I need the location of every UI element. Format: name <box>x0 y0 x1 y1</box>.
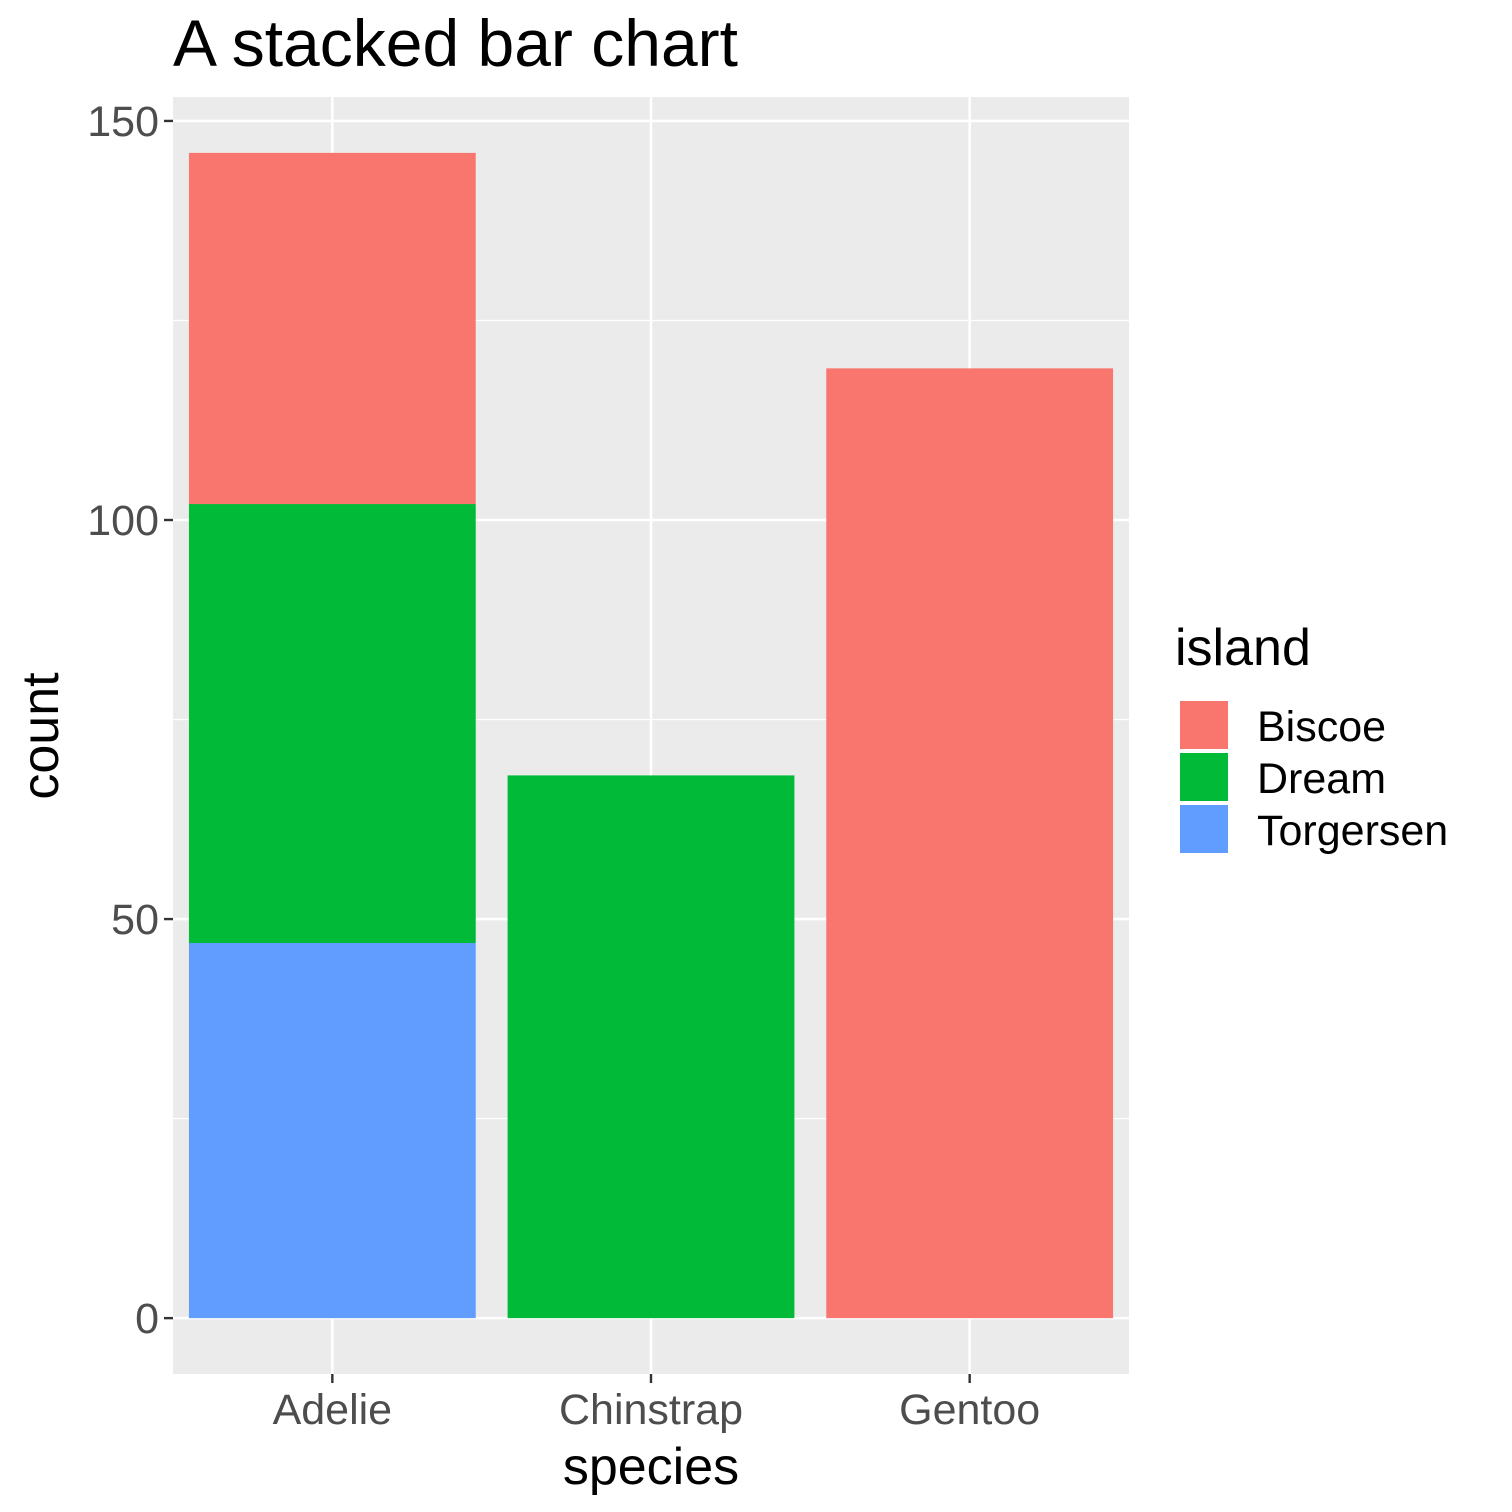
bar-adelie-dream <box>188 504 476 944</box>
bar-chinstrap-dream <box>507 775 795 1319</box>
legend-label-biscoe: Biscoe <box>1257 703 1386 751</box>
legend-label-torgersen: Torgersen <box>1257 807 1448 855</box>
y-tick-label: 150 <box>87 98 159 146</box>
chart-title: A stacked bar chart <box>173 6 738 80</box>
x-tick-label: Gentoo <box>899 1386 1040 1434</box>
legend-title: island <box>1175 619 1311 677</box>
bar-adelie-torgersen <box>188 943 476 1319</box>
bar-gentoo-biscoe <box>826 368 1114 1319</box>
y-tick-label: 50 <box>111 896 159 944</box>
y-tick-label: 0 <box>135 1295 159 1343</box>
legend-swatch-dream <box>1180 753 1228 801</box>
y-axis-title: count <box>12 672 70 800</box>
y-axis: 0 50 100 150 <box>87 98 173 1343</box>
bar-adelie-biscoe <box>188 152 476 505</box>
x-axis: Adelie Chinstrap Gentoo <box>273 1374 1040 1434</box>
y-tick-label: 100 <box>87 497 159 545</box>
x-tick-label: Adelie <box>273 1386 393 1434</box>
bars <box>188 152 1114 1319</box>
legend-swatch-biscoe <box>1180 701 1228 749</box>
x-axis-title: species <box>563 1438 739 1496</box>
legend-swatch-torgersen <box>1180 805 1228 853</box>
legend-label-dream: Dream <box>1257 755 1386 803</box>
x-tick-label: Chinstrap <box>559 1386 743 1434</box>
